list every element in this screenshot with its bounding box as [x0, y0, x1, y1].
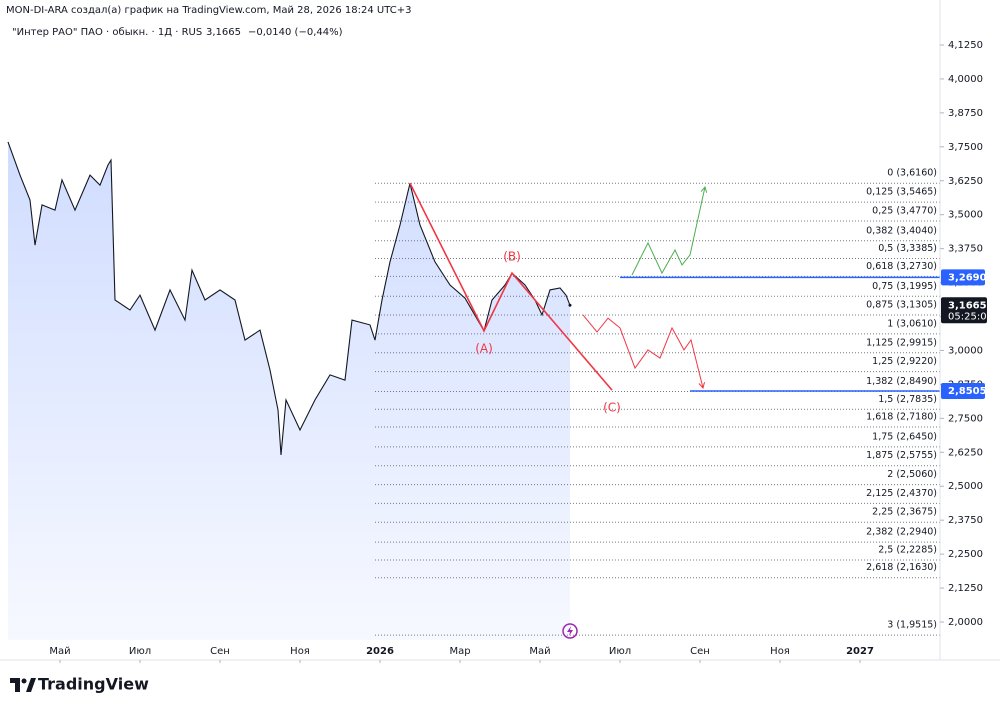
projection-line	[631, 186, 706, 276]
fib-level-label: 1,5 (2,7835)	[878, 394, 937, 405]
fib-level-label: 2,25 (2,3675)	[872, 507, 937, 518]
fib-level-label: 2,618 (2,1630)	[866, 562, 937, 573]
fib-level-label: 1,125 (2,9915)	[866, 337, 937, 348]
y-tick-label: 2,3750	[948, 515, 983, 526]
event-icon[interactable]	[562, 623, 578, 639]
y-tick-label: 2,7500	[948, 413, 983, 424]
fib-level-label: 0,382 (3,4040)	[866, 225, 937, 236]
fib-level-label: 1,25 (2,9220)	[872, 356, 937, 367]
brand: TradingView	[38, 675, 149, 694]
price-line	[7, 141, 571, 456]
y-tick-label: 3,3750	[948, 244, 983, 255]
price-tag	[941, 383, 985, 400]
plot-area: 0 (3,6160) 0,125 (3,5465) 0,25 (3,4770) 0,3…	[7, 141, 940, 640]
projection-line	[582, 314, 704, 389]
x-tick-label: Сен	[210, 646, 230, 657]
wave-line	[409, 182, 613, 391]
fib-level-label: 2,125 (2,4370)	[866, 488, 937, 499]
fib-level-label: 1,382 (2,8490)	[866, 376, 937, 387]
fib-level-label: 1 (3,0610)	[887, 318, 937, 329]
x-tick-label: 2026	[366, 646, 394, 657]
y-tick-label: 3,6250	[948, 176, 983, 187]
y-tick-label: 3,5000	[948, 210, 983, 221]
x-tick-label: Ноя	[770, 646, 790, 657]
logo-mark	[26, 678, 36, 692]
y-tick-label: 3,8750	[948, 108, 983, 119]
price-tag-label: 3,2690	[948, 272, 987, 283]
x-tick-label: Ноя	[290, 646, 310, 657]
fib-level-label: 0,875 (3,1305)	[866, 300, 937, 311]
y-tick-label: 2,5000	[948, 481, 983, 492]
event-icon-bolt	[567, 626, 573, 636]
logo-mark	[21, 678, 27, 684]
fib-level-label: 3 (1,9515)	[887, 620, 937, 631]
last-price-dot	[568, 303, 572, 307]
x-tick-label: Май	[49, 646, 70, 657]
x-tick-label: Мар	[449, 646, 470, 657]
fib-level-label: 0 (3,6160)	[887, 168, 937, 179]
y-tick-label: 4,0000	[948, 74, 983, 85]
price-change: −0,0140 (−0,44%)	[248, 27, 343, 38]
logo-mark	[10, 678, 20, 692]
fib-level-label: 0,75 (3,1995)	[872, 281, 937, 292]
price-tag-label: 2,8505	[948, 386, 987, 397]
y-tick-label: 2,2500	[948, 549, 983, 560]
wave-label: (A)	[475, 341, 493, 355]
fib-level-label: 2,5 (2,2285)	[878, 544, 937, 555]
price-area	[8, 141, 570, 640]
projection-arrowhead	[700, 185, 708, 193]
x-tick-label: 2027	[846, 646, 874, 657]
symbol: "Интер РАО" ПАО · обыкн. · 1Д · RUS	[12, 27, 202, 38]
fib-level-label: 0,25 (3,4770)	[872, 205, 937, 216]
price-tag	[941, 269, 985, 286]
y-tick-label: 4,1250	[948, 40, 983, 51]
last-price-tag	[941, 297, 987, 324]
logo	[10, 678, 36, 692]
x-tick-label: Сен	[690, 646, 710, 657]
wave-label: (C)	[603, 401, 621, 415]
y-tick-label: 2,1250	[948, 583, 983, 594]
x-tick-label: Июл	[609, 646, 631, 657]
fib-level-label: 0,618 (3,2730)	[866, 261, 937, 272]
countdown: 05:25:00	[948, 311, 993, 322]
fib-level-label: 1,75 (2,6450)	[872, 431, 937, 442]
author-line: MON-DI-ARA создал(а) график на TradingVi…	[6, 5, 411, 16]
fib-level-label: 0,5 (3,3385)	[878, 243, 937, 254]
y-tick-label: 2,0000	[948, 617, 983, 628]
y-tick-label: 2,6250	[948, 447, 983, 458]
y-tick-label: 3,7500	[948, 142, 983, 153]
fib-level-label: 2,382 (2,2940)	[866, 527, 937, 538]
x-tick-label: Июл	[129, 646, 151, 657]
fib-level-label: 0,125 (3,5465)	[866, 187, 937, 198]
last-price-header: 3,1665	[206, 27, 241, 38]
fib-level-label: 1,618 (2,7180)	[866, 412, 937, 423]
wave-label: (B)	[503, 250, 521, 264]
last-price-label: 3,1665	[948, 300, 987, 311]
fib-level-label: 2 (2,5060)	[887, 469, 937, 480]
y-tick-label: 3,0000	[948, 345, 983, 356]
fib-level-label: 1,875 (2,5755)	[866, 450, 937, 461]
projection-arrowhead	[698, 382, 705, 389]
x-tick-label: Май	[529, 646, 550, 657]
